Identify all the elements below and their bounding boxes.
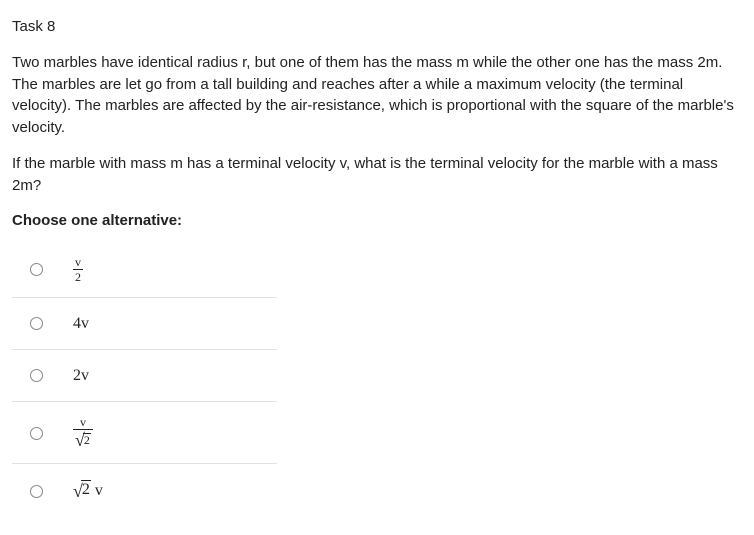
option-row-1[interactable]: v 2 — [12, 242, 277, 298]
problem-paragraph-1: Two marbles have identical radius r, but… — [12, 52, 742, 139]
opt4-denominator: √2 — [73, 429, 93, 449]
option-label-4: v √2 — [73, 424, 93, 441]
options-table: v 2 4v 2v v √2 — [12, 242, 277, 518]
radio-5[interactable] — [30, 485, 43, 498]
opt1-numerator: v — [73, 256, 83, 269]
opt1-denominator: 2 — [73, 269, 83, 283]
option-row-4[interactable]: v √2 — [12, 402, 277, 464]
option-label-3: 2v — [73, 367, 89, 384]
choose-prompt: Choose one alternative: — [12, 210, 742, 232]
radio-4[interactable] — [30, 427, 43, 440]
option-row-5[interactable]: √2 v — [12, 464, 277, 519]
task-title: Task 8 — [12, 16, 742, 38]
opt4-numerator: v — [73, 416, 93, 429]
radio-1[interactable] — [30, 263, 43, 276]
problem-paragraph-2: If the marble with mass m has a terminal… — [12, 153, 742, 197]
option-label-5: √2 v — [73, 482, 103, 499]
radio-2[interactable] — [30, 317, 43, 330]
option-label-2: 4v — [73, 315, 89, 332]
radio-3[interactable] — [30, 369, 43, 382]
option-label-1: v 2 — [73, 260, 83, 277]
option-row-2[interactable]: 4v — [12, 298, 277, 350]
option-row-3[interactable]: 2v — [12, 350, 277, 402]
